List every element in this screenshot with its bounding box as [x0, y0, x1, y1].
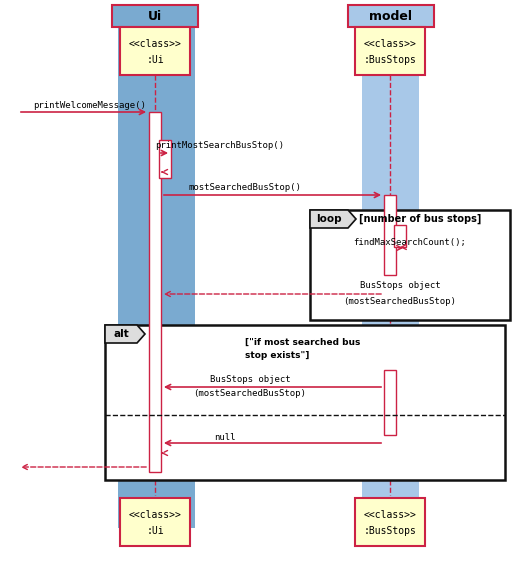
FancyBboxPatch shape: [394, 225, 406, 247]
FancyBboxPatch shape: [355, 27, 425, 75]
FancyBboxPatch shape: [384, 195, 396, 275]
Text: <<class>>: <<class>>: [364, 39, 417, 49]
FancyBboxPatch shape: [120, 27, 190, 75]
FancyBboxPatch shape: [118, 18, 195, 528]
FancyBboxPatch shape: [384, 370, 396, 435]
FancyBboxPatch shape: [362, 18, 419, 528]
FancyBboxPatch shape: [355, 498, 425, 546]
Polygon shape: [310, 210, 356, 228]
Text: (mostSearchedBusStop): (mostSearchedBusStop): [193, 389, 306, 397]
Text: null: null: [214, 433, 236, 442]
Text: Ui: Ui: [148, 10, 162, 22]
Text: printMostSearchBusStop(): printMostSearchBusStop(): [155, 140, 285, 149]
FancyBboxPatch shape: [105, 325, 505, 480]
Text: :BusStops: :BusStops: [364, 526, 417, 536]
Text: [number of bus stops]: [number of bus stops]: [359, 214, 481, 224]
FancyBboxPatch shape: [149, 112, 161, 472]
FancyBboxPatch shape: [120, 498, 190, 546]
FancyBboxPatch shape: [112, 5, 198, 27]
Text: <<class>>: <<class>>: [364, 510, 417, 520]
Text: BusStops object: BusStops object: [360, 282, 440, 291]
Text: BusStops object: BusStops object: [210, 376, 290, 385]
Text: (mostSearchedBusStop): (mostSearchedBusStop): [343, 296, 456, 306]
Text: :BusStops: :BusStops: [364, 55, 417, 65]
Text: alt: alt: [113, 329, 129, 339]
Text: <<class>>: <<class>>: [129, 39, 181, 49]
Text: mostSearchedBusStop(): mostSearchedBusStop(): [189, 184, 302, 193]
Text: loop: loop: [316, 214, 342, 224]
Text: model: model: [369, 10, 412, 22]
FancyBboxPatch shape: [159, 140, 171, 178]
Polygon shape: [105, 325, 145, 343]
FancyBboxPatch shape: [348, 5, 434, 27]
Text: stop exists"]: stop exists"]: [245, 351, 310, 360]
Text: printWelcomeMessage(): printWelcomeMessage(): [33, 100, 146, 109]
FancyBboxPatch shape: [310, 210, 510, 320]
Text: :Ui: :Ui: [146, 526, 164, 536]
Text: <<class>>: <<class>>: [129, 510, 181, 520]
Text: findMaxSearchCount();: findMaxSearchCount();: [354, 238, 466, 246]
Text: :Ui: :Ui: [146, 55, 164, 65]
Text: ["if most searched bus: ["if most searched bus: [245, 337, 360, 347]
